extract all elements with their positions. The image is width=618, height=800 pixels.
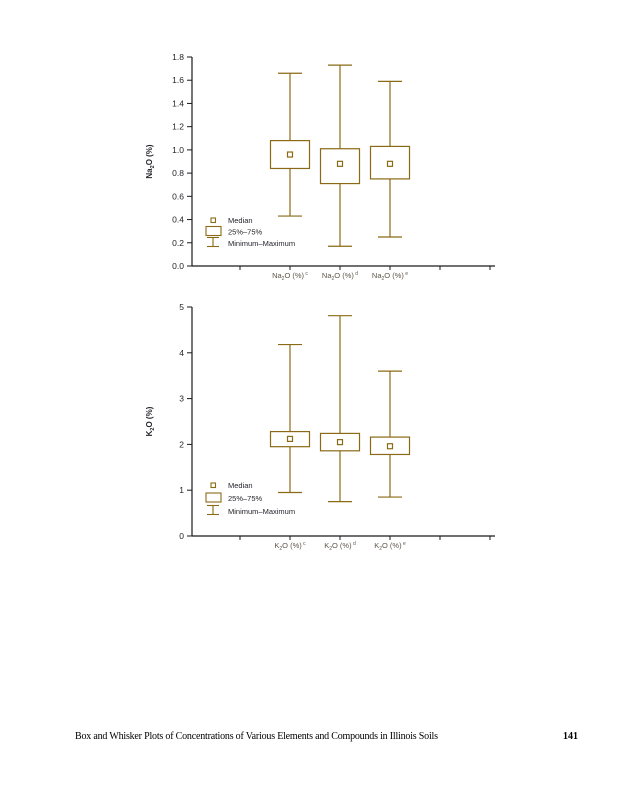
legend-label: 25%–75%: [228, 494, 263, 503]
y-tick-label: 3: [179, 394, 184, 404]
legend-label: 25%–75%: [228, 228, 263, 237]
chart-legend: Median 25%–75% Minimum–Maximum: [205, 216, 295, 248]
y-tick-label: 1.6: [172, 75, 184, 85]
x-category-label: Na2O (%) d: [322, 271, 358, 282]
x-category-label: K2O (%) e: [374, 541, 406, 552]
median-marker: [386, 443, 394, 450]
x-category-label: Na2O (%) e: [372, 271, 408, 282]
box-plot-series: [269, 72, 311, 217]
legend-box-icon: [205, 492, 222, 503]
y-tick-label: 2: [179, 439, 184, 449]
y-tick-label: 4: [179, 348, 184, 358]
na2o-box-whisker-chart: 0.0 0.2 0.4 0.6 0.8 1.0 1.2 1.4 1.6 1.8 Na2O (%) c…: [145, 52, 495, 282]
legend-median-icon: [210, 217, 217, 224]
y-axis-title: Na2O (%): [145, 144, 156, 179]
median-marker: [386, 160, 394, 167]
k2o-box-whisker-chart: 0 1 2 3 4 5 K2O (%) c K2O (%) d K2O (%) e K2O (%)…: [145, 302, 495, 552]
y-tick-label: 1.8: [172, 52, 184, 62]
y-axis-title: K2O (%): [145, 406, 156, 436]
box-plot-series: [369, 80, 411, 238]
y-tick-label: 0.8: [172, 168, 184, 178]
y-tick-label: 0.2: [172, 238, 184, 248]
footer-caption: Box and Whisker Plots of Concentrations …: [75, 731, 438, 742]
box-plot-series: [319, 64, 361, 247]
y-tick-label: 0.6: [172, 191, 184, 201]
chart-legend: Median 25%–75% Minimum–Maximum: [205, 481, 295, 516]
median-marker: [336, 439, 344, 446]
y-tick-label: 0.4: [172, 215, 184, 225]
y-tick-label: 1.2: [172, 122, 184, 132]
x-category-label: K2O (%) c: [274, 541, 306, 552]
box-plot-series: [369, 370, 411, 498]
y-tick-label: 1: [179, 485, 184, 495]
x-category-label: K2O (%) d: [324, 541, 356, 552]
y-tick-label: 5: [179, 302, 184, 312]
box-plot-series: [269, 343, 311, 494]
y-tick-label: 0: [179, 531, 184, 541]
median-marker: [286, 151, 294, 158]
legend-label: Median: [228, 481, 253, 490]
legend-label: Minimum–Maximum: [228, 507, 295, 516]
y-tick-label: 1.4: [172, 98, 184, 108]
x-category-label: Na2O (%) c: [272, 271, 308, 282]
median-marker: [286, 435, 294, 443]
legend-label: Median: [228, 216, 253, 225]
iqr-box: [319, 148, 361, 185]
box-plot-series: [319, 315, 361, 503]
y-tick-label: 1.0: [172, 145, 184, 155]
y-tick-label: 0.0: [172, 261, 184, 271]
median-marker: [336, 160, 344, 167]
legend-median-icon: [210, 482, 217, 489]
page-number: 141: [563, 731, 578, 742]
legend-box-icon: [205, 225, 222, 237]
legend-label: Minimum–Maximum: [228, 239, 295, 248]
